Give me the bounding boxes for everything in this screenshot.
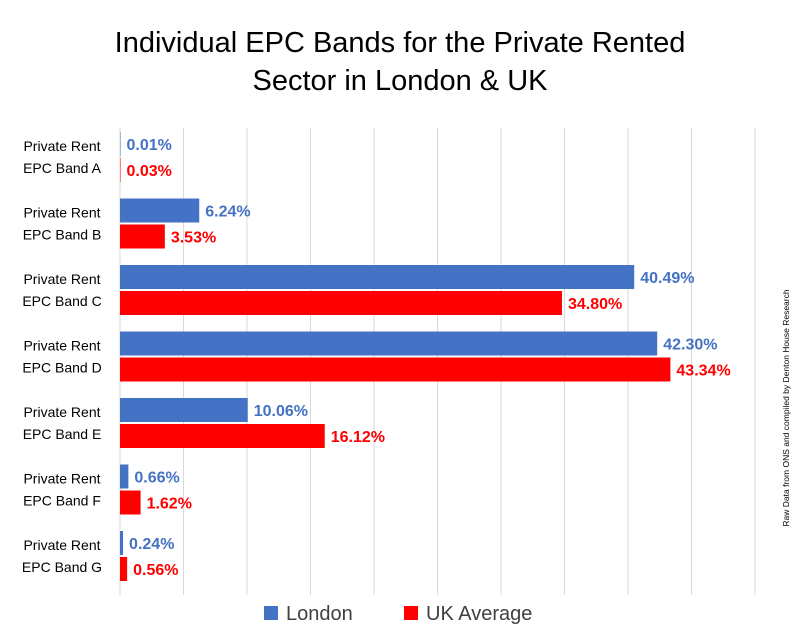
data-label-london: 0.24% (129, 536, 174, 553)
category-labels: Private Rent EPC Band A Private Rent EPC Ba… (22, 138, 102, 575)
bar-london (120, 531, 124, 555)
data-label-uk-average: 1.62% (147, 496, 192, 513)
category-label-line-2: EPC Band E (23, 426, 102, 442)
legend-label-uk-average: UK Average (426, 603, 532, 625)
category-label-line-1: Private Rent (23, 271, 100, 287)
chart-title: Individual EPC Bands for the Private Ren… (115, 27, 686, 97)
category-label-line-1: Private Rent (23, 205, 100, 221)
data-label-uk-average: 3.53% (171, 230, 216, 247)
legend-swatch-uk-average (404, 606, 418, 620)
legend: London UK Average (264, 603, 532, 625)
category-label-line-1: Private Rent (23, 404, 100, 420)
bar-london (120, 331, 658, 356)
data-labels: 0.01% 0.03% 6.24% 3.53% 40.49% 34.80% 42.30% 43… (127, 137, 731, 579)
bar-uk-average (120, 158, 121, 182)
category-label-line-2: EPC Band F (23, 493, 101, 509)
bar-uk-average (120, 424, 325, 448)
bar-london (120, 198, 200, 223)
data-label-london: 42.30% (663, 337, 717, 354)
chart-title-line-2: Sector in London & UK (252, 65, 548, 97)
data-label-uk-average: 0.03% (127, 163, 172, 180)
data-label-london: 0.66% (134, 470, 179, 487)
data-label-uk-average: 16.12% (331, 429, 385, 446)
category-label-line-2: EPC Band G (22, 559, 102, 575)
bar-uk-average (120, 490, 141, 515)
bar-uk-average (120, 291, 562, 315)
category-label-line-1: Private Rent (23, 537, 100, 553)
bar-uk-average (120, 357, 671, 382)
bar-london (120, 398, 248, 422)
bar-uk-average (120, 557, 128, 581)
category-label-line-1: Private Rent (23, 138, 100, 154)
bar-uk-average (120, 224, 165, 249)
category-label-line-1: Private Rent (23, 338, 100, 354)
data-label-uk-average: 34.80% (568, 296, 622, 313)
data-label-uk-average: 0.56% (133, 562, 178, 579)
category-label-line-2: EPC Band C (22, 293, 101, 309)
category-label-line-1: Private Rent (23, 471, 100, 487)
data-label-uk-average: 43.34% (676, 363, 730, 380)
data-label-london: 10.06% (254, 403, 308, 420)
bar-london (120, 464, 129, 489)
legend-swatch-london (264, 606, 278, 620)
category-label-line-2: EPC Band B (23, 227, 102, 243)
category-label-line-2: EPC Band D (22, 360, 101, 376)
source-note: Raw Data from ONS and compiled by Denton… (781, 289, 791, 526)
chart-title-line-1: Individual EPC Bands for the Private Ren… (115, 27, 686, 59)
bar-london (120, 265, 635, 289)
category-label-line-2: EPC Band A (23, 160, 101, 176)
data-label-london: 40.49% (640, 270, 694, 287)
data-label-london: 6.24% (205, 204, 250, 221)
bars (120, 132, 671, 581)
bar-london (120, 132, 121, 156)
legend-label-london: London (286, 603, 353, 625)
data-label-london: 0.01% (127, 137, 172, 154)
